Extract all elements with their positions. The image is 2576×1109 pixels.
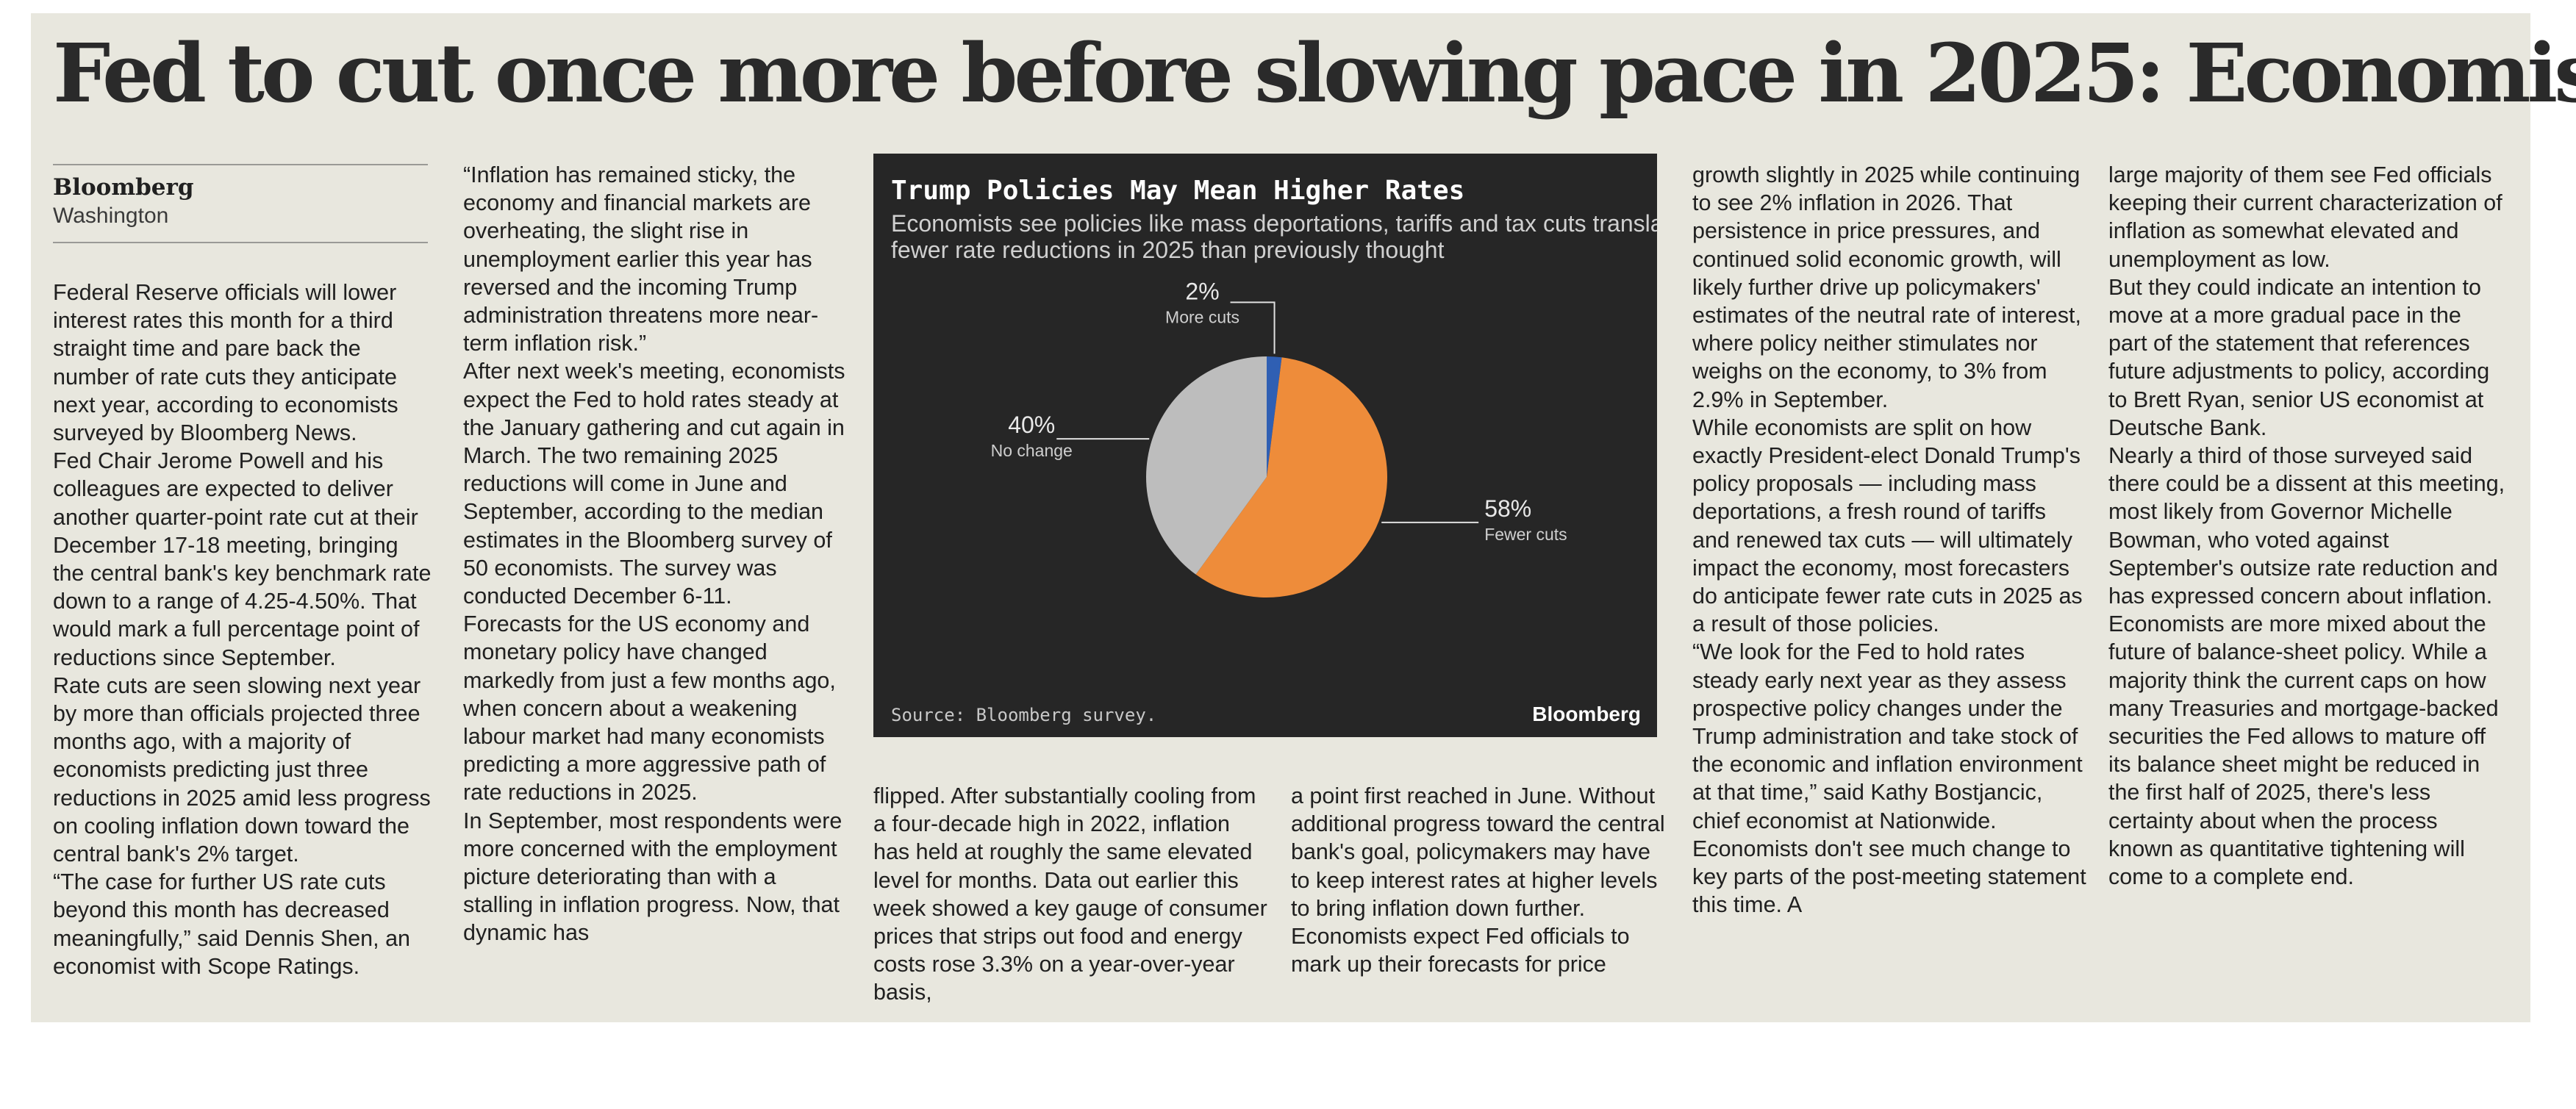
byline-location: Washington: [53, 204, 169, 228]
paragraph: Nearly a third of those surveyed said th…: [2108, 443, 2505, 609]
paragraph: Economists don't see much change to key …: [1692, 836, 2086, 918]
chart-subtitle-line-2: fewer rate reductions in 2025 than previ…: [891, 237, 1445, 263]
chart-brand: Bloomberg: [1532, 703, 1641, 725]
paragraph: Rate cuts are seen slowing next year by …: [53, 672, 431, 867]
paragraph: Fed Chair Jerome Powell and his colleagu…: [53, 448, 432, 670]
pie-value-label: 2%: [1185, 278, 1219, 304]
byline: Bloomberg Washington: [53, 164, 428, 243]
paragraph: Economists expect Fed officials to mark …: [1291, 924, 1630, 977]
chart-subtitle-text: Economists see policies like mass deport…: [891, 210, 1657, 237]
chart: Trump Policies May Mean Higher Rates Eco…: [873, 154, 1657, 737]
paragraph: Forecasts for the US economy and monetar…: [463, 611, 836, 805]
chart-title: Trump Policies May Mean Higher Rates: [891, 176, 1464, 206]
paragraph: “We look for the Fed to hold rates stead…: [1692, 639, 2083, 833]
pie-category-label: Fewer cuts: [1484, 525, 1567, 544]
paragraph: Federal Reserve officials will lower int…: [53, 280, 398, 446]
article-panel: Fed to cut once more before slowing pace…: [31, 13, 2576, 1022]
pie-slice-fewer-cuts: [1195, 357, 1387, 597]
pie-callouts: 2% More cuts 58% Fewer cuts 40% No change: [991, 278, 1567, 544]
paragraph: growth slightly in 2025 while continuing…: [1692, 162, 2081, 412]
pie-slice-no-change: [1146, 356, 1267, 575]
pie: [1146, 356, 1387, 597]
column-1: Bloomberg Washington Federal Reserve off…: [53, 164, 435, 980]
pie-value-label: 40%: [1008, 412, 1055, 438]
paragraph: “Inflation has remained sticky, the econ…: [463, 162, 819, 356]
column-5: growth slightly in 2025 while continuing…: [1692, 161, 2089, 919]
headline: Fed to cut once more before slowing pace…: [53, 26, 2576, 121]
pie-category-label: More cuts: [1165, 307, 1239, 326]
pie-value-label: 58%: [1484, 495, 1531, 522]
paragraph: a point first reached in June. Without a…: [1291, 783, 1665, 921]
callout-line: [1230, 301, 1276, 354]
column-2: “Inflation has remained sticky, the econ…: [463, 161, 851, 947]
paragraph: After next week's meeting, economists ex…: [463, 359, 845, 609]
paragraph: large majority of them see Fed officials…: [2108, 162, 2502, 272]
chart-subtitle-text-2: fewer rate reductions in 2025 than previ…: [891, 237, 1445, 263]
paragraph: But they could indicate an intention to …: [2108, 274, 2490, 440]
paragraph: “The case for further US rate cuts beyon…: [53, 869, 411, 979]
chart-source: Source: Bloomberg survey.: [891, 705, 1156, 725]
column-3: flipped. After substantially cooling fro…: [873, 782, 1270, 1007]
paragraph: flipped. After substantially cooling fro…: [873, 783, 1267, 1005]
column-6: large majority of them see Fed officials…: [2108, 161, 2505, 891]
paragraph: While economists are split on how exactl…: [1692, 414, 2083, 637]
byline-source: Bloomberg: [53, 174, 194, 201]
pie-category-label: No change: [991, 441, 1073, 460]
pie-slice-more-cuts: [1267, 356, 1282, 477]
paragraph: Economists are more mixed about the futu…: [2108, 611, 2499, 890]
chart-svg: Trump Policies May Mean Higher Rates Eco…: [891, 176, 1657, 725]
paragraph: In September, most respondents were more…: [463, 808, 842, 946]
chart-subtitle-line: Economists see policies like mass deport…: [891, 210, 1657, 237]
column-4: a point first reached in June. Without a…: [1291, 782, 1673, 978]
